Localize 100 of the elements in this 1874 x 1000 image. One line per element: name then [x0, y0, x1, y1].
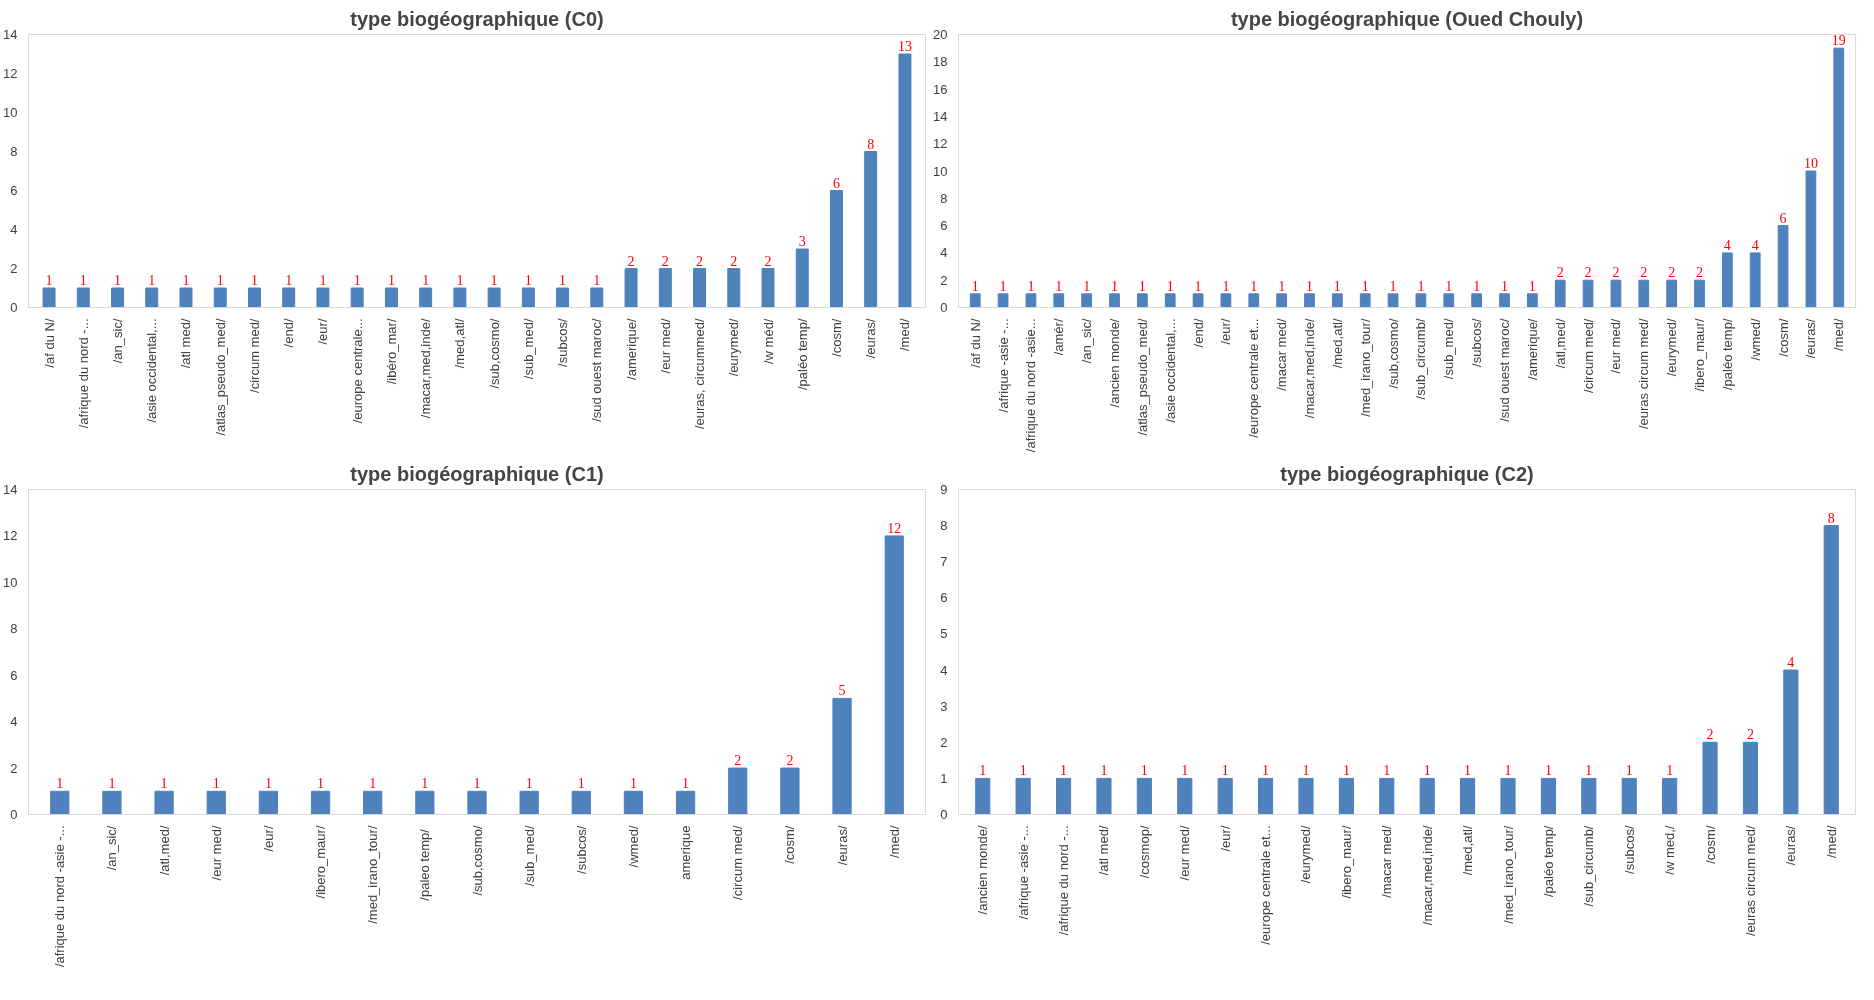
x-tick-label: /amerique/: [623, 318, 639, 380]
y-tick-label: 0: [10, 807, 18, 822]
chart-title: type biogéographique (C1): [350, 462, 604, 485]
x-tick-label: /med/: [1823, 825, 1839, 859]
data-label: 1: [1083, 278, 1091, 294]
x-tick-label: /amér/: [1051, 318, 1067, 356]
x-tick-label: /sub_med/: [520, 318, 536, 380]
data-label: 1: [319, 273, 327, 288]
x-tick-label: /med,atl/: [1329, 318, 1345, 369]
x-tick-label: /eur/: [1217, 825, 1233, 852]
data-label: 1: [979, 763, 987, 779]
x-tick-label: /med,atl/: [452, 318, 468, 369]
y-tick-label: 10: [933, 163, 948, 179]
x-tick-label: /ibero_maur/: [313, 825, 329, 899]
x-tick-label: /sud ouest maroc/: [589, 318, 605, 422]
y-tick-label: 20: [933, 27, 948, 42]
x-tick-label: /ibero_maur/: [1692, 318, 1707, 392]
data-label: 1: [264, 776, 272, 792]
x-tick-label: /circum med/: [730, 825, 746, 900]
y-tick-label: 9: [940, 482, 948, 497]
x-tick-label: /europe centrale et...: [1246, 318, 1262, 438]
data-label: 1: [593, 273, 601, 288]
x-tick-label: /wmed/: [1747, 318, 1763, 361]
x-tick-label: /eur med/: [1177, 825, 1193, 881]
data-label: 6: [832, 175, 840, 191]
data-label: 1: [79, 273, 87, 288]
data-label: 1: [216, 273, 224, 288]
data-label: 1: [1140, 763, 1148, 779]
x-tick-label: /eur/: [1218, 318, 1234, 345]
data-label: 1: [1501, 278, 1508, 294]
data-label: 2: [1640, 265, 1648, 281]
x-tick-label: /ibéro_mar/: [383, 318, 399, 385]
data-label: 1: [629, 776, 637, 792]
data-label: 1: [1221, 763, 1229, 779]
data-label: 1: [490, 273, 498, 288]
data-label: 1: [353, 273, 361, 288]
x-tick-label: /paleo temp/: [417, 828, 433, 901]
data-label: 1: [559, 273, 567, 288]
data-label: 2: [1612, 265, 1620, 281]
data-label: 1: [1544, 763, 1552, 779]
data-label: 1: [250, 273, 258, 288]
x-tick-label: /end/: [281, 318, 297, 348]
data-label: 4: [1723, 237, 1731, 253]
data-label: 2: [730, 253, 738, 269]
y-tick-label: 0: [940, 300, 948, 315]
y-tick-label: 5: [940, 626, 948, 642]
x-tick-label: /eur med/: [657, 318, 673, 374]
x-tick-label: /amerique/: [1524, 318, 1540, 380]
data-label: 1: [524, 273, 532, 288]
x-tick-label: /cosm/: [828, 318, 844, 357]
y-tick-label: 2: [10, 261, 18, 276]
data-label: 1: [1194, 278, 1202, 294]
x-tick-label: /sud ouest maroc/: [1497, 318, 1512, 422]
data-label: 1: [1302, 763, 1310, 779]
data-label: 2: [734, 753, 742, 769]
y-tick-label: 8: [940, 190, 948, 206]
x-tick-label: /eur med/: [1608, 318, 1624, 374]
x-tick-label: /afrique du nord -asie...: [1023, 318, 1039, 453]
data-label: 1: [971, 278, 979, 294]
data-label: 2: [1556, 265, 1564, 281]
data-label: 13: [897, 39, 912, 54]
data-label: 1: [1262, 763, 1270, 779]
y-tick-label: 14: [933, 108, 948, 124]
y-tick-label: 8: [10, 144, 18, 159]
data-label: 1: [1361, 278, 1369, 294]
data-label: 1: [1585, 763, 1593, 779]
x-tick-label: /cosm/: [782, 825, 798, 864]
data-label: 1: [999, 278, 1007, 294]
data-label: 8: [867, 136, 875, 152]
data-label: 1: [1445, 278, 1453, 294]
x-tick-label: /subcos/: [1621, 825, 1637, 874]
x-tick-label: /med_irano_tour/: [1357, 318, 1373, 417]
data-label: 10: [1803, 156, 1818, 171]
x-tick-label: /med/: [897, 318, 913, 352]
data-label: 1: [421, 776, 429, 792]
data-label: 4: [1787, 655, 1795, 671]
data-label: 1: [456, 273, 464, 288]
y-tick-label: 2: [940, 734, 948, 750]
y-tick-label: 1: [940, 770, 948, 786]
data-label: 1: [1464, 763, 1472, 779]
data-label: 2: [1706, 727, 1714, 743]
y-tick-label: 16: [933, 81, 948, 97]
x-tick-label: /asie occidental,...: [144, 318, 160, 423]
x-tick-label: /atlas_pseudo_med/: [1134, 318, 1150, 436]
x-tick-label: /af du N/: [41, 318, 57, 368]
x-tick-label: /eur/: [260, 825, 276, 852]
x-tick-label: /eurymed/: [1298, 825, 1314, 884]
x-tick-label: /w méd/: [760, 318, 776, 365]
data-label: 1: [1055, 278, 1063, 294]
x-tick-label: /sub,cosmo/: [1385, 318, 1401, 389]
data-label: 1: [1666, 763, 1674, 779]
data-label: 1: [160, 776, 168, 792]
data-label: 1: [1473, 278, 1481, 294]
data-label: 1: [114, 273, 122, 288]
x-tick-label: /circum med/: [1580, 318, 1596, 393]
x-tick-label: /sub,cosmo/: [469, 825, 485, 896]
data-label: 1: [1278, 278, 1286, 294]
data-label: 2: [1668, 265, 1676, 281]
x-tick-label: /euras, circummed/: [692, 318, 708, 430]
y-tick-label: 2: [10, 760, 18, 776]
